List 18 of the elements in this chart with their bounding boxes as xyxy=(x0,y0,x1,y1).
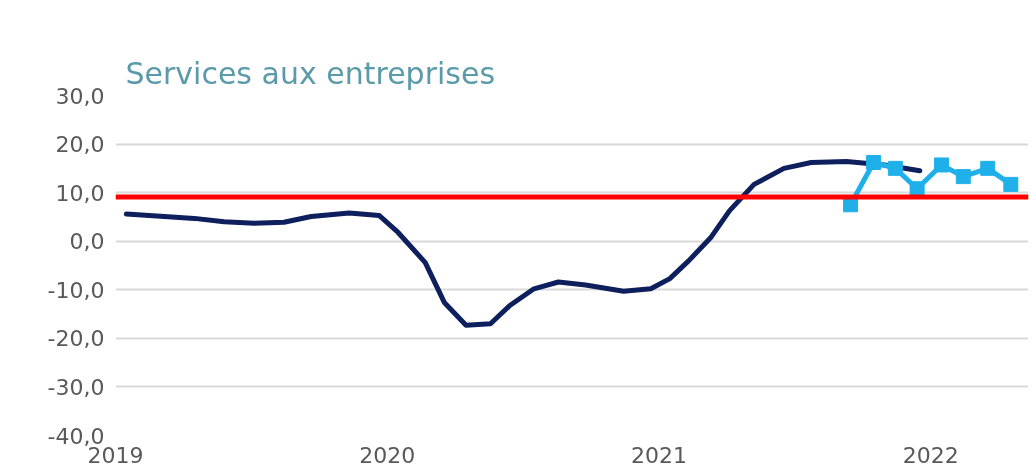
point xyxy=(955,169,971,185)
y-tick-label: -20,0 xyxy=(47,326,105,352)
point xyxy=(1003,176,1019,192)
point xyxy=(909,181,925,197)
x-tick-label: 2021 xyxy=(630,442,687,468)
y-tick-label: -10,0 xyxy=(47,277,105,303)
y-tick-label: 30,0 xyxy=(55,83,105,109)
point xyxy=(866,155,882,171)
chart-title: Services aux entreprises xyxy=(125,55,496,91)
y-tick-label: 20,0 xyxy=(55,132,105,158)
x-tick-label: 2020 xyxy=(359,442,416,468)
y-tick-label: -30,0 xyxy=(47,374,105,400)
point xyxy=(980,160,996,176)
point xyxy=(887,160,903,176)
point xyxy=(934,157,950,173)
y-tick-label: 10,0 xyxy=(55,180,105,206)
y-tick-label: 0,0 xyxy=(69,229,105,255)
x-tick-label: 2022 xyxy=(902,442,959,468)
